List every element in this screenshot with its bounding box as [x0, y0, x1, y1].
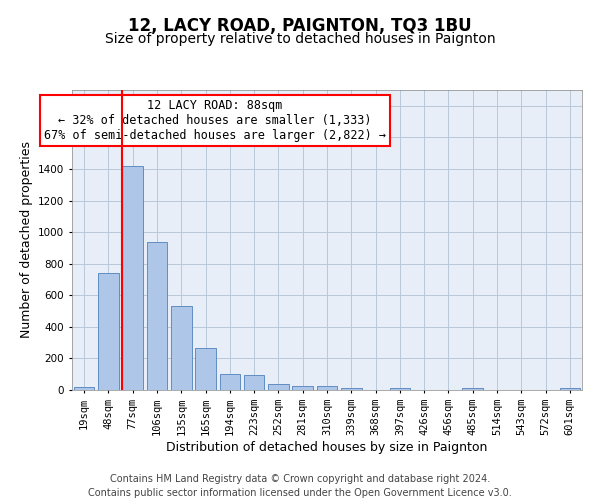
Bar — [220, 374, 240, 390]
Bar — [463, 388, 483, 390]
Bar — [146, 242, 167, 390]
Bar — [244, 376, 265, 390]
Bar — [171, 306, 191, 390]
Bar — [389, 388, 410, 390]
Bar — [98, 273, 119, 390]
Y-axis label: Number of detached properties: Number of detached properties — [20, 142, 32, 338]
Bar — [268, 384, 289, 390]
Bar — [560, 388, 580, 390]
Bar — [122, 166, 143, 390]
Text: 12, LACY ROAD, PAIGNTON, TQ3 1BU: 12, LACY ROAD, PAIGNTON, TQ3 1BU — [128, 18, 472, 36]
Text: Contains HM Land Registry data © Crown copyright and database right 2024.
Contai: Contains HM Land Registry data © Crown c… — [88, 474, 512, 498]
Bar — [195, 348, 216, 390]
Bar — [341, 388, 362, 390]
Bar — [292, 386, 313, 390]
Bar — [74, 386, 94, 390]
X-axis label: Distribution of detached houses by size in Paignton: Distribution of detached houses by size … — [166, 440, 488, 454]
Text: 12 LACY ROAD: 88sqm
← 32% of detached houses are smaller (1,333)
67% of semi-det: 12 LACY ROAD: 88sqm ← 32% of detached ho… — [44, 99, 386, 142]
Bar — [317, 386, 337, 390]
Text: Size of property relative to detached houses in Paignton: Size of property relative to detached ho… — [104, 32, 496, 46]
